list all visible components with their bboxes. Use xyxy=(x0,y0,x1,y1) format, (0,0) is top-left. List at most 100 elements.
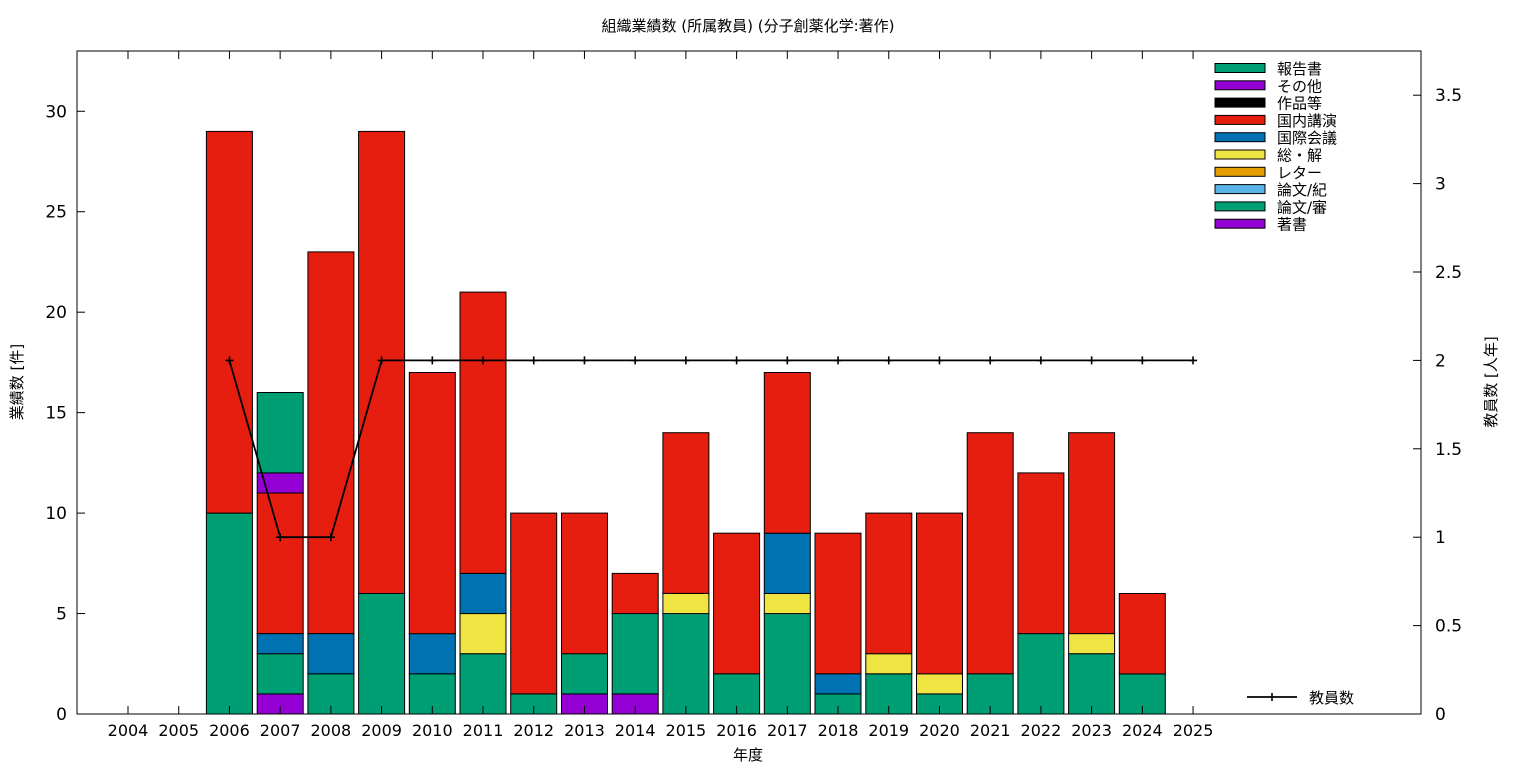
bar-segment-2019-4 xyxy=(865,653,913,675)
bar-segment-2020-4 xyxy=(916,673,963,695)
faculty-line-point-2024 xyxy=(1138,356,1147,365)
legend-label: その他 xyxy=(1277,77,1322,95)
bar-segment-2007-5 xyxy=(256,633,304,655)
y-tick-label: 15 xyxy=(45,404,67,424)
y-tick-label: 20 xyxy=(45,303,67,323)
faculty-line-point-2012 xyxy=(529,356,538,365)
bar-segment-2006-1 xyxy=(205,512,253,715)
x-tick-label: 2022 xyxy=(1021,721,1062,740)
bar-segment-2020-6 xyxy=(916,512,963,675)
bar-segment-2007-1 xyxy=(256,653,304,695)
y2-axis-label: 教員数 [人年] xyxy=(1482,336,1500,427)
legend-swatch xyxy=(1214,184,1266,195)
y2-tick-label: 2 xyxy=(1435,351,1446,371)
bar-segment-2015-1 xyxy=(662,613,710,715)
bar-segment-2008-5 xyxy=(307,633,355,675)
bar-segment-2018-6 xyxy=(814,532,862,675)
bar-segment-2013-1 xyxy=(561,653,608,695)
faculty-line-point-2006 xyxy=(225,356,234,365)
bar-segment-2023-1 xyxy=(1068,653,1116,715)
faculty-line-point-2010 xyxy=(428,356,437,365)
x-tick-label: 2019 xyxy=(868,721,909,740)
y2-tick-label: 2.5 xyxy=(1435,263,1462,283)
legend-swatch xyxy=(1214,149,1266,160)
bar-segment-2017-6 xyxy=(763,372,811,534)
x-tick-label: 2004 xyxy=(108,721,149,740)
x-tick-label: 2020 xyxy=(919,721,960,740)
x-tick-label: 2011 xyxy=(463,721,504,740)
x-tick-label: 2018 xyxy=(818,721,859,740)
y2-tick-label: 1 xyxy=(1435,528,1446,548)
legend-label: 論文/紀 xyxy=(1277,181,1327,199)
faculty-line-point-2007 xyxy=(276,533,285,542)
legend-line-label: 教員数 xyxy=(1309,689,1354,707)
x-tick-label: 2023 xyxy=(1071,721,1112,740)
faculty-line-point-2011 xyxy=(479,356,488,365)
bar-segment-2008-6 xyxy=(307,251,355,635)
y-tick-label: 30 xyxy=(45,102,67,122)
bar-segment-2006-6 xyxy=(205,130,253,514)
faculty-line-point-2021 xyxy=(986,356,995,365)
x-axis-label: 年度 xyxy=(733,746,763,764)
y2-tick-label: 3.5 xyxy=(1435,86,1462,106)
bar-segment-2010-6 xyxy=(408,372,456,635)
bar-segment-2022-1 xyxy=(1017,633,1065,715)
faculty-line-point-2025 xyxy=(1189,356,1198,365)
x-tick-label: 2008 xyxy=(311,721,352,740)
x-tick-label: 2010 xyxy=(412,721,453,740)
x-tick-label: 2016 xyxy=(716,721,757,740)
legend-swatch xyxy=(1214,201,1266,212)
legend-label: レター xyxy=(1277,164,1322,182)
legend-swatch xyxy=(1214,114,1266,125)
x-tick-label: 2013 xyxy=(564,721,605,740)
bar-segment-2011-4 xyxy=(459,613,507,655)
x-tick-label: 2007 xyxy=(260,721,301,740)
bar-segment-2015-4 xyxy=(662,593,710,615)
faculty-line xyxy=(225,356,1198,542)
legend-swatch xyxy=(1214,132,1266,143)
bar-segment-2011-1 xyxy=(459,653,507,715)
faculty-line-point-2009 xyxy=(377,356,386,365)
x-tick-label: 2024 xyxy=(1122,721,1163,740)
bar-segment-2017-5 xyxy=(763,532,811,595)
y-tick-label: 0 xyxy=(56,705,67,725)
bar-segment-2011-5 xyxy=(459,572,507,615)
legend-swatch xyxy=(1214,218,1266,229)
x-tick-label: 2017 xyxy=(767,721,808,740)
x-tick-label: 2009 xyxy=(361,721,402,740)
bar-segment-2022-6 xyxy=(1017,472,1065,635)
y2-tick-label: 3 xyxy=(1435,175,1446,195)
x-tick-label: 2006 xyxy=(209,721,250,740)
bar-segment-2009-1 xyxy=(358,593,406,715)
bar-segment-2021-6 xyxy=(966,432,1014,675)
faculty-line-point-2020 xyxy=(935,356,944,365)
legend-label: 国際会議 xyxy=(1277,129,1337,147)
bar-segment-2024-6 xyxy=(1118,593,1166,675)
legend-swatch xyxy=(1214,80,1266,91)
bar-segment-2010-5 xyxy=(408,633,456,675)
x-tick-label: 2012 xyxy=(513,721,554,740)
faculty-line-point-2018 xyxy=(834,356,843,365)
x-tick-label: 2015 xyxy=(666,721,707,740)
faculty-line-point-2014 xyxy=(631,356,640,365)
faculty-line-point-2013 xyxy=(580,356,589,365)
x-tick-label: 2005 xyxy=(158,721,199,740)
y2-tick-label: 0 xyxy=(1435,705,1446,725)
bar-segment-2023-6 xyxy=(1068,432,1116,635)
chart-title: 組織業績数 (所属教員) (分子創薬化学:著作) xyxy=(602,17,895,35)
bar-segment-2024-1 xyxy=(1118,673,1166,715)
bar-segment-2016-6 xyxy=(713,532,761,675)
faculty-line-point-2023 xyxy=(1087,356,1096,365)
faculty-line-point-2008 xyxy=(326,533,335,542)
legend-swatch xyxy=(1214,63,1266,73)
bar-segment-2011-6 xyxy=(459,291,507,574)
faculty-line-point-2017 xyxy=(783,356,792,365)
y-tick-label: 10 xyxy=(45,504,67,524)
legend-label: 報告書 xyxy=(1277,60,1322,78)
x-tick-label: 2025 xyxy=(1173,721,1214,740)
bar-segment-2023-4 xyxy=(1068,633,1116,655)
bar-segment-2007-6 xyxy=(256,492,304,635)
bar-segment-2015-6 xyxy=(662,432,710,594)
